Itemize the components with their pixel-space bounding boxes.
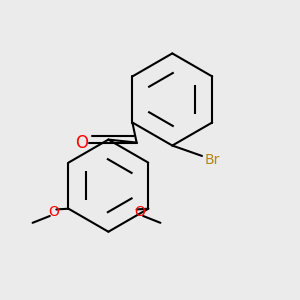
Text: O: O — [48, 206, 59, 219]
Text: O: O — [75, 134, 88, 152]
Text: O: O — [134, 206, 145, 219]
Text: Br: Br — [205, 153, 220, 167]
